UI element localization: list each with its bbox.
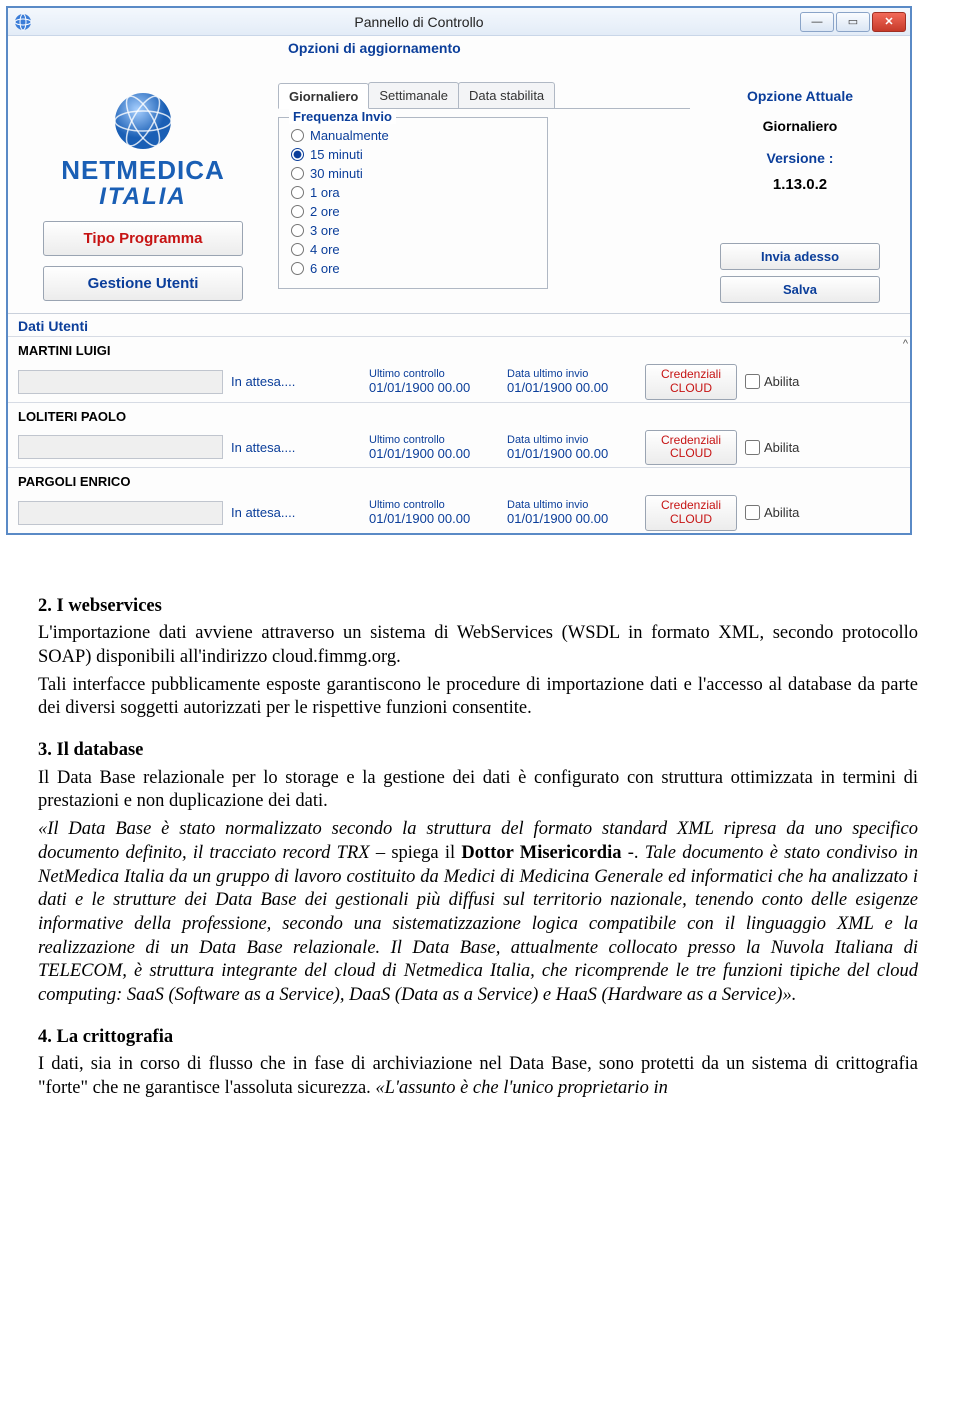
right-column: Opzione Attuale Giornaliero Versione : 1… (700, 62, 900, 303)
user-status: In attesa.... (231, 440, 361, 455)
user-input-field[interactable] (18, 370, 223, 394)
radio-label: 3 ore (310, 223, 340, 238)
document-text: 2. I webservices L'importazione dati avv… (38, 595, 918, 1101)
radio-label: 4 ore (310, 242, 340, 257)
credentials-cloud-button[interactable]: CredenzialiCLOUD (645, 495, 737, 531)
section-3-para-1: Il Data Base relazionale per lo storage … (38, 767, 918, 814)
user-input-field[interactable] (18, 435, 223, 459)
user-row: MARTINI LUIGI In attesa.... Ultimo contr… (8, 336, 910, 402)
radio-option-3[interactable]: 1 ora (291, 183, 535, 202)
gestione-utenti-button[interactable]: Gestione Utenti (43, 266, 243, 301)
radio-input[interactable] (291, 243, 304, 256)
titlebar: Pannello di Controllo — ▭ ✕ (8, 8, 910, 36)
section-2-para-1: L'importazione dati avviene attraverso u… (38, 622, 918, 669)
section-3-quote: «Il Data Base è stato normalizzato secon… (38, 818, 918, 1007)
update-options-heading: Opzioni di aggiornamento (8, 36, 910, 56)
radio-option-6[interactable]: 4 ore (291, 240, 535, 259)
radio-input[interactable] (291, 224, 304, 237)
control-panel-window: Pannello di Controllo — ▭ ✕ Opzioni di a… (6, 6, 912, 535)
last-check-col: Ultimo controllo 01/01/1900 00.00 (369, 434, 499, 461)
version-value: 1.13.0.2 (773, 176, 827, 193)
enable-label: Abilita (764, 374, 799, 389)
user-name: LOLITERI PAOLO (18, 409, 900, 424)
logo: NETMEDICA ITALIA (61, 90, 225, 211)
radio-label: 30 minuti (310, 166, 363, 181)
section-4-para-1: I dati, sia in corso di flusso che in fa… (38, 1053, 918, 1100)
radio-label: 1 ora (310, 185, 340, 200)
enable-label: Abilita (764, 505, 799, 520)
minimize-button[interactable]: — (800, 12, 834, 32)
user-input-field[interactable] (18, 501, 223, 525)
user-name: PARGOLI ENRICO (18, 474, 900, 489)
tab-settimanale[interactable]: Settimanale (368, 82, 459, 108)
user-name: MARTINI LUIGI (18, 343, 900, 358)
enable-checkbox[interactable] (745, 505, 760, 520)
last-send-col: Data ultimo invio 01/01/1900 00.00 (507, 499, 637, 526)
radio-option-7[interactable]: 6 ore (291, 259, 535, 278)
tipo-programma-button[interactable]: Tipo Programma (43, 221, 243, 256)
user-status: In attesa.... (231, 505, 361, 520)
globe-icon (112, 90, 174, 152)
frequency-fieldset: Frequenza Invio Manualmente15 minuti30 m… (278, 117, 548, 289)
credentials-cloud-button[interactable]: CredenzialiCLOUD (645, 364, 737, 400)
section-2-para-2: Tali interfacce pubblicamente esposte ga… (38, 674, 918, 721)
radio-input[interactable] (291, 148, 304, 161)
section-2-title: 2. I webservices (38, 595, 918, 619)
enable-checkbox-wrap[interactable]: Abilita (745, 440, 799, 455)
radio-label: 2 ore (310, 204, 340, 219)
send-now-button[interactable]: Invia adesso (720, 243, 880, 270)
radio-input[interactable] (291, 205, 304, 218)
middle-column: Giornaliero Settimanale Data stabilita F… (278, 62, 690, 303)
last-send-col: Data ultimo invio 01/01/1900 00.00 (507, 368, 637, 395)
radio-option-5[interactable]: 3 ore (291, 221, 535, 240)
radio-input[interactable] (291, 167, 304, 180)
section-4-title: 4. La crittografia (38, 1026, 918, 1050)
credentials-cloud-button[interactable]: CredenzialiCLOUD (645, 430, 737, 466)
last-send-col: Data ultimo invio 01/01/1900 00.00 (507, 434, 637, 461)
current-option-value: Giornaliero (763, 118, 838, 134)
enable-checkbox[interactable] (745, 374, 760, 389)
fieldset-legend: Frequenza Invio (289, 109, 396, 124)
window-title: Pannello di Controllo (38, 14, 800, 30)
radio-input[interactable] (291, 129, 304, 142)
tab-data-stabilita[interactable]: Data stabilita (458, 82, 555, 108)
users-title: Dati Utenti (8, 314, 910, 336)
window-controls: — ▭ ✕ (800, 12, 906, 32)
users-list: ^ MARTINI LUIGI In attesa.... Ultimo con… (8, 336, 910, 533)
save-button[interactable]: Salva (720, 276, 880, 303)
logo-text-line1: NETMEDICA (61, 158, 225, 183)
radio-option-0[interactable]: Manualmente (291, 126, 535, 145)
radio-option-1[interactable]: 15 minuti (291, 145, 535, 164)
radio-label: 15 minuti (310, 147, 363, 162)
tabs: Giornaliero Settimanale Data stabilita (278, 82, 690, 109)
radio-option-4[interactable]: 2 ore (291, 202, 535, 221)
radio-input[interactable] (291, 186, 304, 199)
enable-checkbox-wrap[interactable]: Abilita (745, 374, 799, 389)
radio-option-2[interactable]: 30 minuti (291, 164, 535, 183)
app-icon (14, 13, 32, 31)
user-row: PARGOLI ENRICO In attesa.... Ultimo cont… (8, 467, 910, 533)
version-label: Versione : (767, 150, 834, 166)
enable-label: Abilita (764, 440, 799, 455)
maximize-button[interactable]: ▭ (836, 12, 870, 32)
user-status: In attesa.... (231, 374, 361, 389)
left-column: NETMEDICA ITALIA Tipo Programma Gestione… (18, 62, 268, 303)
section-3-title: 3. Il database (38, 739, 918, 763)
radio-label: 6 ore (310, 261, 340, 276)
current-option-label: Opzione Attuale (747, 88, 853, 104)
enable-checkbox[interactable] (745, 440, 760, 455)
last-check-col: Ultimo controllo 01/01/1900 00.00 (369, 499, 499, 526)
users-section: Dati Utenti ^ MARTINI LUIGI In attesa...… (8, 313, 910, 533)
enable-checkbox-wrap[interactable]: Abilita (745, 505, 799, 520)
last-check-col: Ultimo controllo 01/01/1900 00.00 (369, 368, 499, 395)
logo-text-line2: ITALIA (61, 183, 225, 211)
radio-label: Manualmente (310, 128, 389, 143)
close-button[interactable]: ✕ (872, 12, 906, 32)
radio-input[interactable] (291, 262, 304, 275)
user-row: LOLITERI PAOLO In attesa.... Ultimo cont… (8, 402, 910, 468)
tab-giornaliero[interactable]: Giornaliero (278, 83, 369, 109)
